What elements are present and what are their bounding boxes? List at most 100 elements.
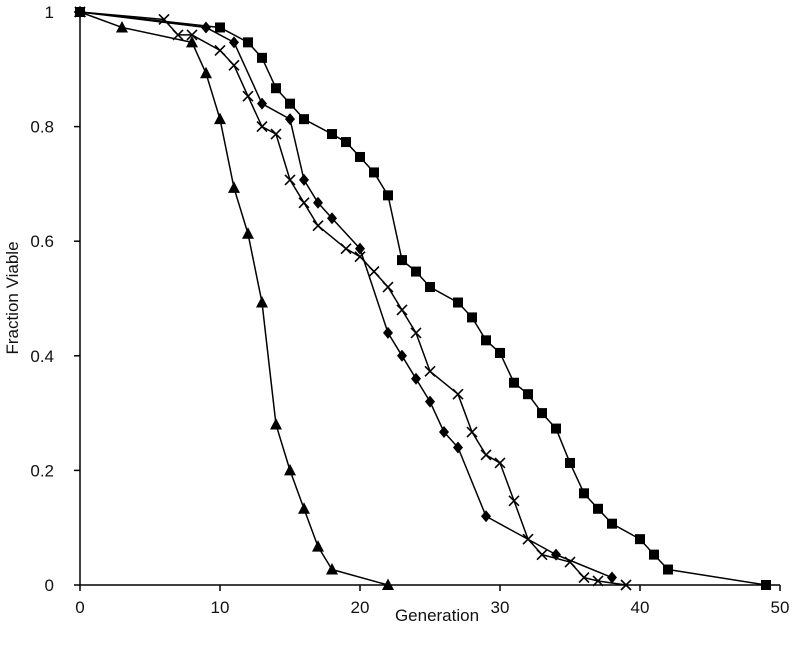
x-marker-stroke (270, 128, 282, 140)
y-tick-label: 1 (45, 3, 54, 22)
square-marker (635, 534, 645, 545)
series-line (79, 11, 767, 586)
diamond-marker (411, 372, 421, 385)
x-marker-stroke (480, 449, 492, 461)
x-marker-stroke (298, 197, 310, 209)
x-tick-label: 50 (771, 598, 790, 617)
square-marker (565, 457, 575, 468)
square-marker (551, 423, 561, 434)
square-marker (649, 549, 659, 560)
triangle-marker (256, 296, 268, 308)
x-marker (340, 243, 352, 255)
square-marker (425, 282, 435, 293)
square-marker (593, 503, 603, 514)
x-marker-stroke (410, 327, 422, 339)
x-marker-stroke (228, 59, 240, 71)
x-marker-stroke (536, 549, 548, 561)
triangle-marker (382, 578, 394, 590)
diamond-marker (481, 510, 491, 523)
diamond-marker (327, 212, 337, 225)
series-square (75, 7, 771, 590)
square-marker (299, 114, 309, 125)
square-marker (663, 564, 673, 575)
square-marker (579, 488, 589, 499)
square-marker (607, 518, 617, 529)
x-marker-stroke (368, 266, 380, 278)
square-marker (271, 83, 281, 94)
triangle-marker (200, 66, 212, 79)
y-tick-label: 0.4 (30, 347, 54, 366)
x-marker-stroke (340, 243, 352, 255)
triangle-marker (116, 20, 128, 33)
square-marker (453, 297, 463, 308)
square-marker (481, 335, 491, 346)
x-marker (242, 90, 254, 102)
x-marker-stroke (494, 457, 506, 469)
square-marker (411, 266, 421, 277)
diamond-marker (397, 349, 407, 362)
series-triangle (74, 5, 394, 590)
x-marker (452, 388, 464, 400)
x-marker (158, 13, 170, 26)
x-marker (564, 556, 576, 568)
x-marker (186, 29, 198, 41)
x-marker (424, 365, 436, 377)
diamond-marker (201, 21, 211, 34)
square-marker (761, 580, 771, 590)
series-layer (74, 5, 771, 591)
triangle-marker (312, 540, 324, 552)
x-marker-stroke (284, 174, 296, 186)
x-marker-stroke (312, 220, 324, 232)
triangle-marker (326, 563, 338, 575)
x-marker (228, 59, 240, 71)
series-line (79, 11, 627, 586)
x-marker (382, 281, 394, 293)
x-marker-stroke (242, 90, 254, 102)
diamond-marker (453, 441, 463, 454)
x-marker (270, 128, 282, 140)
diamond-marker (425, 395, 435, 408)
triangle-marker (228, 181, 240, 193)
triangle-marker (270, 418, 282, 430)
x-tick-label: 30 (491, 598, 510, 617)
x-marker-stroke (466, 426, 478, 438)
x-marker-stroke (508, 495, 520, 507)
square-marker (257, 52, 267, 63)
diamond-marker (299, 173, 309, 186)
x-marker (466, 426, 478, 438)
x-marker-stroke (256, 121, 268, 133)
x-marker-stroke (522, 533, 534, 545)
x-marker-stroke (382, 281, 394, 293)
x-marker-stroke (214, 44, 226, 56)
triangle-marker (186, 35, 198, 48)
x-marker (620, 579, 632, 591)
square-marker (509, 377, 519, 388)
diamond-marker (257, 97, 267, 110)
x-marker (410, 327, 422, 339)
y-tick-label: 0 (45, 576, 54, 595)
triangle-marker (298, 502, 310, 514)
series-line (79, 11, 389, 586)
x-tick-label: 10 (211, 598, 230, 617)
x-marker-stroke (354, 251, 366, 263)
x-marker (368, 266, 380, 278)
x-marker (578, 571, 590, 584)
tick-labels: 0 10 20 30 40 50 0 0.2 0.4 0.6 0.8 1 (30, 3, 789, 617)
series-diamond (75, 6, 617, 584)
x-marker (480, 449, 492, 461)
x-marker (354, 251, 366, 263)
diamond-marker (607, 571, 617, 584)
axes (74, 11, 781, 591)
x-marker-stroke (564, 556, 576, 568)
diamond-marker (229, 36, 239, 49)
x-marker-stroke (592, 575, 604, 587)
x-marker (256, 121, 268, 133)
x-marker (522, 533, 534, 545)
square-marker (327, 129, 337, 140)
triangle-marker (242, 227, 254, 239)
diamond-marker (439, 426, 449, 439)
x-marker-stroke (158, 13, 170, 26)
series-line (79, 11, 613, 579)
x-marker (592, 575, 604, 587)
